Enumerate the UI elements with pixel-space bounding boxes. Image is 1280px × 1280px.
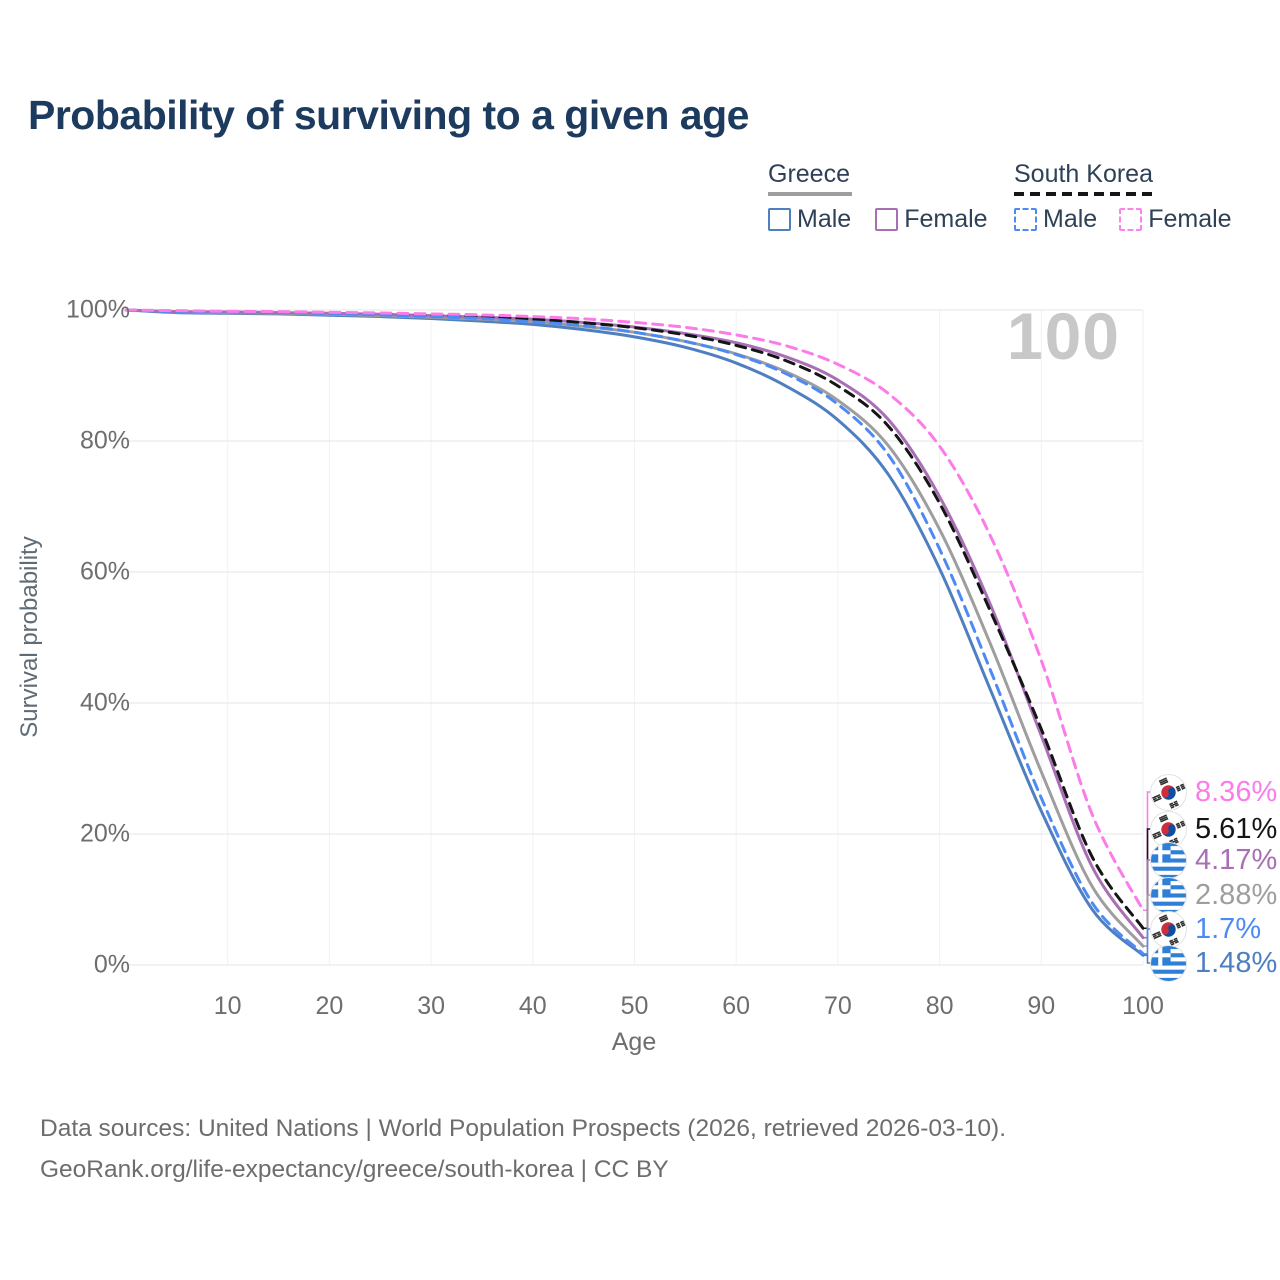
south-korea-male-label[interactable]: Male — [1043, 205, 1098, 233]
greece-female-checkbox[interactable] — [875, 208, 899, 231]
end-value: 1.48% — [1195, 946, 1278, 979]
legend-group-south-korea: South Korea Male Female — [1014, 160, 1232, 234]
y-tick-label: 40% — [79, 688, 130, 717]
end-value: 8.36% — [1195, 775, 1278, 808]
south-korea-female-checkbox[interactable] — [1119, 208, 1143, 231]
x-tick-label: 20 — [315, 992, 344, 1020]
page-title: Probability of surviving to a given age — [28, 92, 749, 138]
end-value: 2.88% — [1195, 878, 1278, 911]
x-axis-title: Age — [611, 1028, 657, 1056]
greece-male-checkbox[interactable] — [768, 208, 791, 231]
greece-flag-icon — [1150, 841, 1187, 879]
greece-line-style-swatch — [768, 192, 852, 196]
x-tick-label: 60 — [722, 992, 751, 1020]
series-line-south-korea-male[interactable] — [124, 308, 1145, 956]
end-label-greece-male: 1.48% — [1150, 944, 1277, 982]
legend-south-korea-label[interactable]: South Korea — [1014, 160, 1153, 188]
x-tick-label: 90 — [1027, 992, 1056, 1020]
end-label-greece-female: 4.17% — [1150, 841, 1277, 879]
end-value: 1.7% — [1195, 912, 1262, 945]
end-label-korea-overall: 5.61% — [1150, 810, 1277, 848]
x-tick-label: 40 — [518, 992, 547, 1020]
series-line-south-korea-overall[interactable] — [124, 308, 1145, 930]
x-tick-label: 30 — [417, 992, 445, 1020]
south-korea-male-checkbox[interactable] — [1014, 208, 1037, 231]
greece-flag-icon — [1150, 944, 1187, 982]
y-tick-label: 100% — [66, 295, 130, 324]
end-label-greece-overall: 2.88% — [1150, 876, 1277, 914]
legend-group-greece: Greece Male Female — [768, 160, 988, 234]
y-tick-label: 0% — [93, 950, 130, 979]
x-tick-label: 100 — [1122, 992, 1164, 1020]
greece-flag-icon — [1150, 876, 1187, 914]
greece-female-label[interactable]: Female — [904, 205, 988, 233]
source-line-1: Data sources: United Nations | World Pop… — [40, 1115, 1007, 1142]
greece-male-label[interactable]: Male — [797, 205, 852, 233]
age-counter-watermark: 100 — [1006, 299, 1120, 373]
south-korea-flag-icon — [1150, 773, 1187, 811]
x-tick-label: 80 — [925, 992, 954, 1020]
south-korea-flag-icon — [1150, 810, 1187, 848]
end-value: 5.61% — [1195, 812, 1278, 845]
y-tick-label: 20% — [79, 819, 130, 848]
south-korea-flag-icon — [1150, 910, 1187, 948]
end-label-korea-female: 8.36% — [1150, 773, 1277, 811]
south-korea-female-label[interactable]: Female — [1148, 205, 1232, 233]
source-line-2: GeoRank.org/life-expectancy/greece/south… — [40, 1156, 669, 1183]
south-korea-line-style-swatch — [1014, 192, 1156, 196]
x-tick-label: 50 — [620, 992, 649, 1020]
end-label-korea-male: 1.7% — [1150, 910, 1261, 948]
end-value: 4.17% — [1195, 843, 1278, 876]
series-line-south-korea-female[interactable] — [124, 308, 1145, 912]
source-note: Data sources: United Nations | World Pop… — [40, 1108, 1006, 1190]
x-tick-label: 70 — [823, 992, 852, 1020]
y-tick-label: 80% — [79, 426, 130, 455]
x-tick-label: 10 — [213, 992, 242, 1020]
y-tick-label: 60% — [79, 557, 130, 586]
legend-greece-label[interactable]: Greece — [768, 160, 850, 188]
